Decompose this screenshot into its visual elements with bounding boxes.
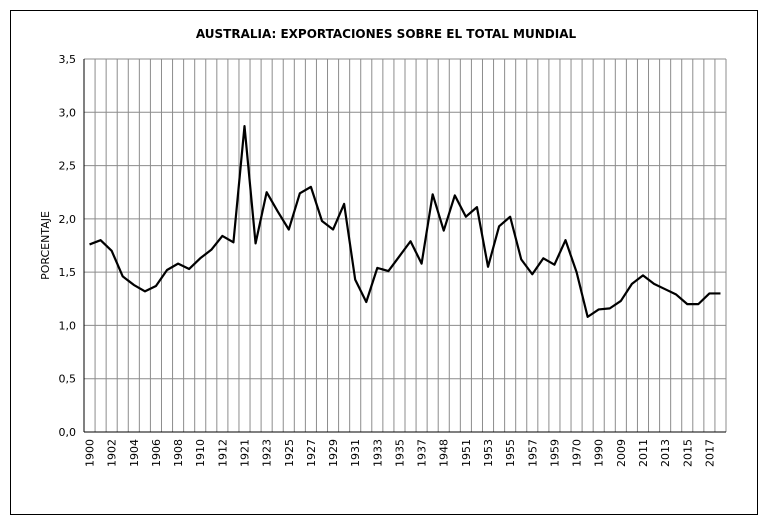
y-tick-label: 1,0 <box>59 319 77 332</box>
x-tick-label: 1904 <box>128 439 141 467</box>
y-tick-label: 0,5 <box>59 373 77 386</box>
x-tick-label: 1925 <box>283 439 296 467</box>
x-tick-label: 1908 <box>172 439 185 467</box>
chart-title: AUSTRALIA: EXPORTACIONES SOBRE EL TOTAL … <box>196 27 577 41</box>
x-tick-label: 1927 <box>305 439 318 467</box>
y-tick-label: 2,5 <box>59 160 77 173</box>
x-tick-label: 1923 <box>261 439 274 467</box>
x-tick-label: 2009 <box>615 439 628 467</box>
x-tick-label: 1929 <box>327 439 340 467</box>
x-tick-label: 1953 <box>482 439 495 467</box>
chart-frame: AUSTRALIA: EXPORTACIONES SOBRE EL TOTAL … <box>10 10 758 515</box>
x-tick-label: 1951 <box>460 439 473 467</box>
x-tick-label: 1902 <box>106 439 119 467</box>
x-tick-label: 1957 <box>526 439 539 467</box>
x-tick-label: 1948 <box>438 439 451 467</box>
x-tick-label: 1970 <box>571 439 584 467</box>
x-tick-label: 1900 <box>84 439 97 467</box>
x-tick-label: 1990 <box>593 439 606 467</box>
y-axis-label: PORCENTAJE <box>39 211 52 280</box>
x-tick-label: 1906 <box>150 439 163 467</box>
x-tick-labels: 1900 1902 1904 1906 1908 1910 1912 1921 1923 1925… <box>84 439 717 467</box>
y-tick-label: 2,0 <box>59 213 77 226</box>
x-tick-label: 2013 <box>659 439 672 467</box>
x-tick-label: 1933 <box>371 439 384 467</box>
y-tick-label: 1,5 <box>59 266 77 279</box>
y-tick-labels: 0,0 0,5 1,0 1,5 2,0 2,5 3,0 3,5 <box>59 53 77 439</box>
chart-svg: AUSTRALIA: EXPORTACIONES SOBRE EL TOTAL … <box>39 27 727 467</box>
x-tick-label: 1921 <box>239 439 252 467</box>
y-tick-label: 3,0 <box>59 106 77 119</box>
x-tick-label: 2015 <box>681 439 694 467</box>
grid <box>83 58 727 433</box>
x-tick-label: 1910 <box>194 439 207 467</box>
x-tick-label: 1955 <box>504 439 517 467</box>
series-line <box>89 125 721 318</box>
x-tick-label: 1935 <box>393 439 406 467</box>
x-tick-label: 1931 <box>349 439 362 467</box>
x-tick-label: 1937 <box>416 439 429 467</box>
x-tick-label: 1912 <box>216 439 229 467</box>
x-tick-label: 2011 <box>637 439 650 467</box>
x-tick-label: 2017 <box>703 439 716 467</box>
y-tick-label: 3,5 <box>59 53 77 66</box>
y-tick-label: 0,0 <box>59 426 77 439</box>
axes <box>83 59 726 433</box>
x-tick-label: 1959 <box>548 439 561 467</box>
